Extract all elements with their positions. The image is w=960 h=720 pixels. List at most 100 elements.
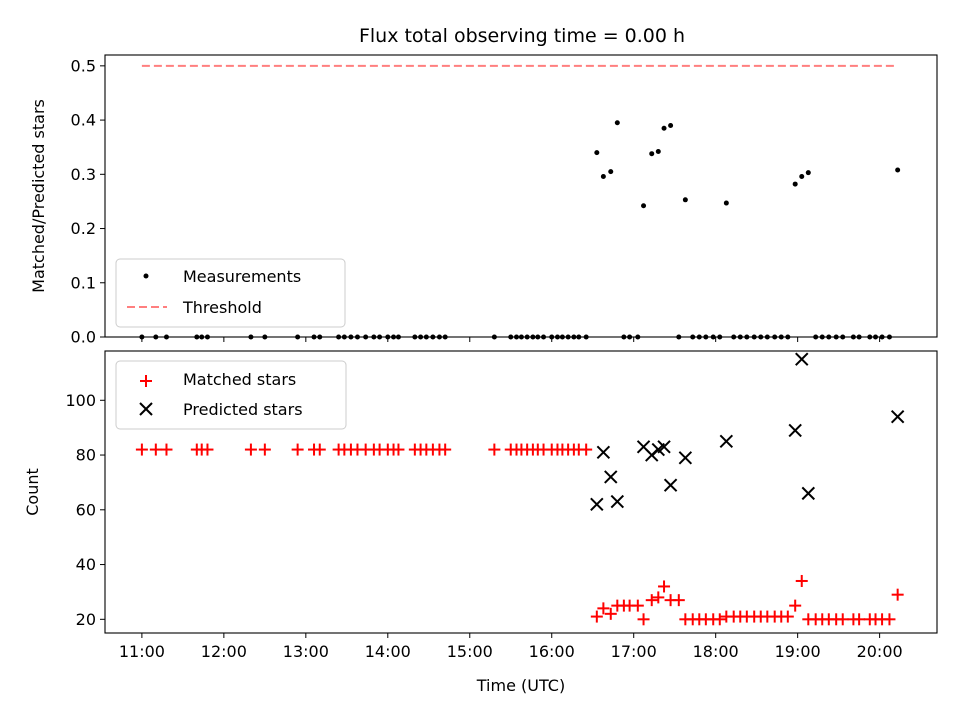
predicted-stars-point bbox=[801, 486, 816, 501]
top-y-axis-label: Matched/Predicted stars bbox=[29, 99, 48, 293]
predicted-stars-point bbox=[604, 470, 618, 484]
matched-stars-point bbox=[891, 588, 904, 601]
matched-stars-point bbox=[291, 443, 304, 456]
bottom-legend: Matched stars Predicted stars bbox=[115, 360, 347, 430]
x-tick-label: 18:00 bbox=[693, 642, 739, 661]
bottom-x-axis: 11:00 12:00 13:00 14:00 15:00 16:00 17:00 18:00… bbox=[119, 633, 903, 661]
top-chart-title: Flux total observing time = 0.00 h bbox=[359, 25, 685, 47]
matched-stars-point bbox=[580, 443, 593, 456]
bottom-legend-box bbox=[115, 360, 347, 430]
x-tick-label: 15:00 bbox=[447, 642, 493, 661]
top-panel: Flux total observing time = 0.00 h 0.0 0.… bbox=[29, 25, 938, 347]
predicted-stars-point bbox=[663, 478, 678, 492]
predicted-stars-point bbox=[795, 352, 809, 366]
matched-stars-point bbox=[201, 443, 214, 456]
matched-stars-point bbox=[244, 443, 257, 456]
predicted-stars-point bbox=[719, 434, 734, 449]
legend-predicted-marker bbox=[139, 402, 153, 416]
predicted-stars-point bbox=[890, 410, 905, 424]
bottom-y-axis: 20 40 60 80 100 bbox=[65, 391, 105, 629]
predicted-stars-point bbox=[610, 494, 625, 509]
measurement-point bbox=[895, 167, 901, 173]
matched-stars-point bbox=[672, 594, 685, 607]
predicted-stars-point bbox=[678, 451, 693, 465]
matched-stars-point bbox=[597, 602, 610, 615]
predicted-stars-point bbox=[657, 440, 671, 454]
matched-stars-point bbox=[604, 607, 617, 620]
predicted-stars-point bbox=[788, 423, 802, 438]
predicted-stars-point bbox=[590, 497, 604, 512]
matched-stars-point bbox=[713, 613, 726, 626]
measurement-point bbox=[792, 181, 798, 187]
matched-stars-point bbox=[883, 613, 896, 626]
matched-stars-point bbox=[631, 599, 644, 612]
x-tick-label: 13:00 bbox=[283, 642, 329, 661]
measurement-point bbox=[799, 173, 805, 179]
bottom-x-axis-label: Time (UTC) bbox=[476, 676, 565, 695]
matched-stars-point bbox=[488, 443, 501, 456]
legend-matched-marker bbox=[140, 375, 152, 387]
matched-stars-point bbox=[590, 610, 603, 623]
measurement-point bbox=[805, 170, 811, 176]
top-y-axis: 0.0 0.1 0.2 0.3 0.4 0.5 bbox=[71, 56, 105, 347]
measurement-point bbox=[614, 120, 620, 126]
matched-stars-point bbox=[645, 594, 658, 607]
matched-stars-point bbox=[135, 443, 148, 456]
matched-stars-point bbox=[836, 613, 849, 626]
y-tick-label: 60 bbox=[76, 500, 96, 519]
matched-stars-point bbox=[149, 443, 162, 456]
measurement-point bbox=[608, 169, 614, 175]
measurement-point bbox=[600, 173, 606, 179]
matched-stars-point bbox=[313, 443, 326, 456]
bottom-plot-marks bbox=[135, 352, 905, 626]
bottom-panel: 20 40 60 80 100 11:00 12:00 13:00 14:00 15:00 16:… bbox=[23, 350, 938, 695]
y-tick-label: 0.0 bbox=[71, 328, 96, 347]
matched-stars-point bbox=[652, 591, 665, 604]
matched-stars-point bbox=[160, 443, 173, 456]
measurement-point bbox=[668, 123, 674, 128]
measurement-point bbox=[661, 125, 667, 131]
measurement-point bbox=[655, 149, 661, 155]
top-x-ticks bbox=[141, 337, 881, 342]
measurement-point bbox=[723, 200, 729, 206]
legend-measurements-label: Measurements bbox=[183, 267, 301, 286]
top-plot-marks bbox=[139, 64, 901, 340]
x-tick-label: 20:00 bbox=[857, 642, 903, 661]
measurement-point bbox=[641, 203, 647, 209]
matched-stars-point bbox=[781, 610, 794, 623]
x-tick-label: 14:00 bbox=[365, 642, 411, 661]
matched-stars-point bbox=[853, 613, 866, 626]
matched-stars-point bbox=[795, 574, 808, 587]
matched-stars-point bbox=[637, 613, 650, 626]
top-legend: Measurements Threshold bbox=[115, 258, 346, 328]
legend-predicted-label: Predicted stars bbox=[183, 400, 303, 419]
top-plot-frame bbox=[104, 54, 938, 338]
y-tick-label: 0.1 bbox=[71, 273, 96, 292]
x-tick-label: 17:00 bbox=[611, 642, 657, 661]
y-tick-label: 0.4 bbox=[71, 111, 96, 130]
top-legend-box bbox=[115, 258, 346, 328]
y-tick-label: 80 bbox=[76, 446, 96, 465]
legend-measurements-marker bbox=[143, 273, 149, 279]
x-tick-label: 19:00 bbox=[775, 642, 821, 661]
x-tick-label: 11:00 bbox=[119, 642, 165, 661]
y-tick-label: 0.2 bbox=[71, 219, 96, 238]
y-tick-label: 40 bbox=[76, 555, 96, 574]
x-tick-label: 12:00 bbox=[201, 642, 247, 661]
y-tick-label: 100 bbox=[65, 391, 96, 410]
predicted-stars-point bbox=[596, 445, 611, 460]
measurement-point bbox=[594, 150, 600, 156]
matched-stars-point bbox=[658, 580, 671, 593]
measurement-point bbox=[649, 151, 655, 157]
x-tick-label: 16:00 bbox=[529, 642, 575, 661]
matched-stars-point bbox=[258, 443, 271, 456]
matched-stars-point bbox=[392, 443, 405, 456]
bottom-plot-frame bbox=[104, 350, 938, 634]
y-tick-label: 20 bbox=[76, 610, 96, 629]
legend-matched-label: Matched stars bbox=[183, 370, 296, 389]
measurement-point bbox=[682, 197, 688, 203]
bottom-y-axis-label: Count bbox=[23, 468, 42, 516]
matched-stars-point bbox=[789, 599, 802, 612]
